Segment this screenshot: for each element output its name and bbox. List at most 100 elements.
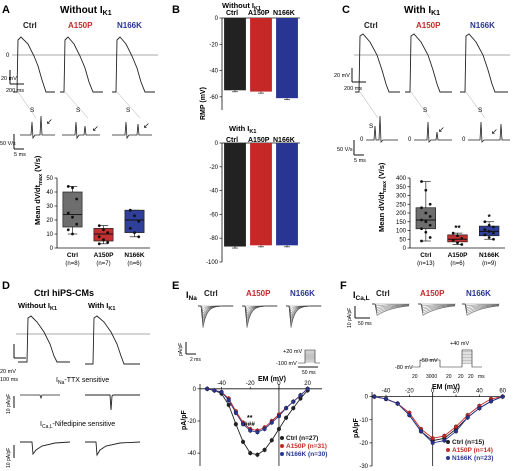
panel-f-x-tick-label: 20: [453, 389, 460, 395]
panel-c-sig-n166k: *: [488, 213, 492, 222]
panel-e-current: INa: [186, 290, 197, 302]
panel-c-data-point: [492, 231, 495, 235]
panel-c-scale-ms: 200 ms: [344, 86, 362, 92]
panel-f-data-point: [500, 394, 505, 399]
panel-a-title: Without IK1: [60, 5, 112, 17]
panel-c-y-tick-label: 350: [396, 185, 407, 191]
panel-a-boxplot: 0 10 20 30 40 50 Ctrl (n=8) A150P (n=7) N166K (n=6): [46, 176, 150, 267]
panel-a-data-point: [102, 238, 105, 242]
panel-a-data-point: [133, 214, 136, 218]
panel-a-y-tick-label: 0: [50, 246, 54, 252]
panel-d-ica-sub: Ca,L: [42, 424, 53, 430]
panel-c-data-point: [420, 206, 423, 210]
panel-c-data-point: [420, 227, 423, 231]
panel-d-left: Without IK1: [18, 301, 57, 312]
panel-e-label-n166k: N166K: [290, 289, 315, 298]
panel-e-data-point: [284, 406, 289, 411]
panel-a-zoom-line: [17, 91, 37, 119]
panel-f-series-line: [374, 396, 503, 439]
panel-d-ina-trace-without: [20, 394, 60, 400]
panel-c-stim: S: [369, 123, 374, 130]
panel-c-sig-a150p: **: [454, 224, 461, 233]
panel-c-ap-ctrl: [355, 33, 400, 93]
panel-f-x-tick-label: 60: [499, 389, 506, 395]
panel-c-ylabel-sub: max: [382, 180, 388, 192]
panel-f-prot-bot: -80 mV: [395, 365, 413, 371]
panel-a-x-label-n: (n=8): [65, 261, 79, 267]
panel-c-data-point: [428, 215, 432, 218]
panel-f-legend-label: N166K (n=23): [452, 455, 493, 462]
panel-c-y-tick-label: 400: [396, 176, 407, 182]
panel-f-prot-ms-3: 20: [458, 374, 464, 380]
panel-f-trace: [418, 303, 456, 310]
panel-f-prot-ms-2: 20: [446, 374, 452, 380]
panel-d-ica-main: I: [40, 421, 42, 428]
panel-f-scale-y: 10 pA/pF: [347, 308, 353, 328]
panel-e-x-tick-label: -40: [217, 381, 226, 387]
panel-e-label-a150p: A150P: [246, 289, 271, 298]
panel-f-data-point: [383, 396, 389, 401]
panel-e-protocol-steps: [298, 349, 320, 364]
panel-a-x-label-n: (n=7): [96, 261, 110, 267]
panel-e-trace: [198, 305, 233, 328]
panel-f-prot-ms-unit: ms: [478, 374, 485, 380]
panel-d-right-sub: K1: [108, 306, 115, 312]
panel-d-ina-text: -TTX sensitive: [64, 377, 109, 384]
panel-f-trace: [372, 303, 410, 310]
panel-e-legend-marker: [280, 436, 284, 440]
panel-c-y-tick-label: 100: [396, 229, 407, 235]
panel-f-series-line: [374, 396, 503, 444]
panel-d-ica-label: ICa,L-Nifedipine sensitive: [40, 421, 115, 430]
panel-a-ylabel-unit: (V/s): [33, 155, 42, 174]
panel-e-scale-y: pA/pF: [178, 343, 184, 356]
panel-f-data-point: [488, 399, 494, 404]
panel-c-arrow-a150p: ↙: [438, 125, 445, 134]
panel-e-y-tick-label: -40: [187, 451, 196, 457]
panel-c-scale-mv: 20 mV: [334, 73, 350, 79]
panel-a-zero: 0: [6, 53, 10, 59]
panel-f: F ICa,L Ctrl A150P N166K 10 pA/pF 50 ms …: [340, 280, 507, 470]
panel-a-y-tick-label: 40: [46, 190, 53, 196]
panel-a-data-point: [71, 232, 74, 236]
panel-c-data-point: [451, 238, 455, 242]
panel-c-zero: 0: [408, 137, 412, 143]
panel-e: E INa Ctrl A150P N166K pA/pF 2 ms +20 mV…: [172, 280, 327, 466]
panel-f-y-tick-label: 0: [365, 395, 369, 401]
panel-f-data-point: [418, 429, 424, 434]
panel-f-trace: [418, 303, 456, 308]
panel-e-current-main: I: [186, 290, 189, 300]
panel-f-current-sub: Ca,L: [356, 295, 370, 302]
panel-a-data-point: [137, 220, 141, 223]
panel-d-ap-with: [85, 315, 140, 365]
panel-f-letter: F: [340, 280, 347, 292]
panel-a-data-point: [106, 241, 110, 244]
panel-e-data-point: [212, 388, 217, 393]
panel-e-letter: E: [172, 280, 179, 292]
panel-f-legend-marker: [446, 456, 450, 460]
panel-f-x-tick-label: 0: [431, 389, 435, 395]
panel-b-bottom-y-tick-label: -60: [209, 212, 218, 218]
panel-e-legend-label: Ctrl (n=27): [286, 435, 318, 442]
panel-f-protocol-outline: [412, 349, 482, 368]
panel-e-data-point: [248, 428, 253, 433]
panel-c-y-tick-label: 250: [396, 202, 407, 208]
panel-e-trace: [242, 305, 277, 324]
panel-a-y-tick-label: 20: [46, 218, 53, 224]
panel-f-prot-top: +40 mV: [450, 341, 469, 347]
panel-a-arrow-n166k: ↙: [143, 121, 150, 130]
panel-a-x-label: N166K: [124, 252, 145, 259]
panel-f-trace: [418, 303, 456, 312]
panel-f-data-point: [430, 440, 435, 445]
panel-b: B Without IK1 With IK1 RMP (mV) 0-20-40-…: [172, 1, 300, 266]
panel-e-x-tick-label: 0: [277, 381, 281, 387]
panel-b-bottom-bar: [250, 143, 272, 246]
panel-a-data-point: [75, 222, 79, 226]
panel-e-data-point: [262, 447, 267, 452]
panel-c-stim: S: [478, 107, 483, 114]
panel-b-letter: B: [172, 4, 180, 16]
panel-c-y-tick-label: 300: [396, 194, 407, 200]
panel-b-bottom-bar: [224, 143, 246, 247]
panel-d-letter: D: [2, 280, 10, 292]
panel-f-data-point: [395, 401, 400, 406]
panel-b-top-bar: [276, 18, 298, 99]
